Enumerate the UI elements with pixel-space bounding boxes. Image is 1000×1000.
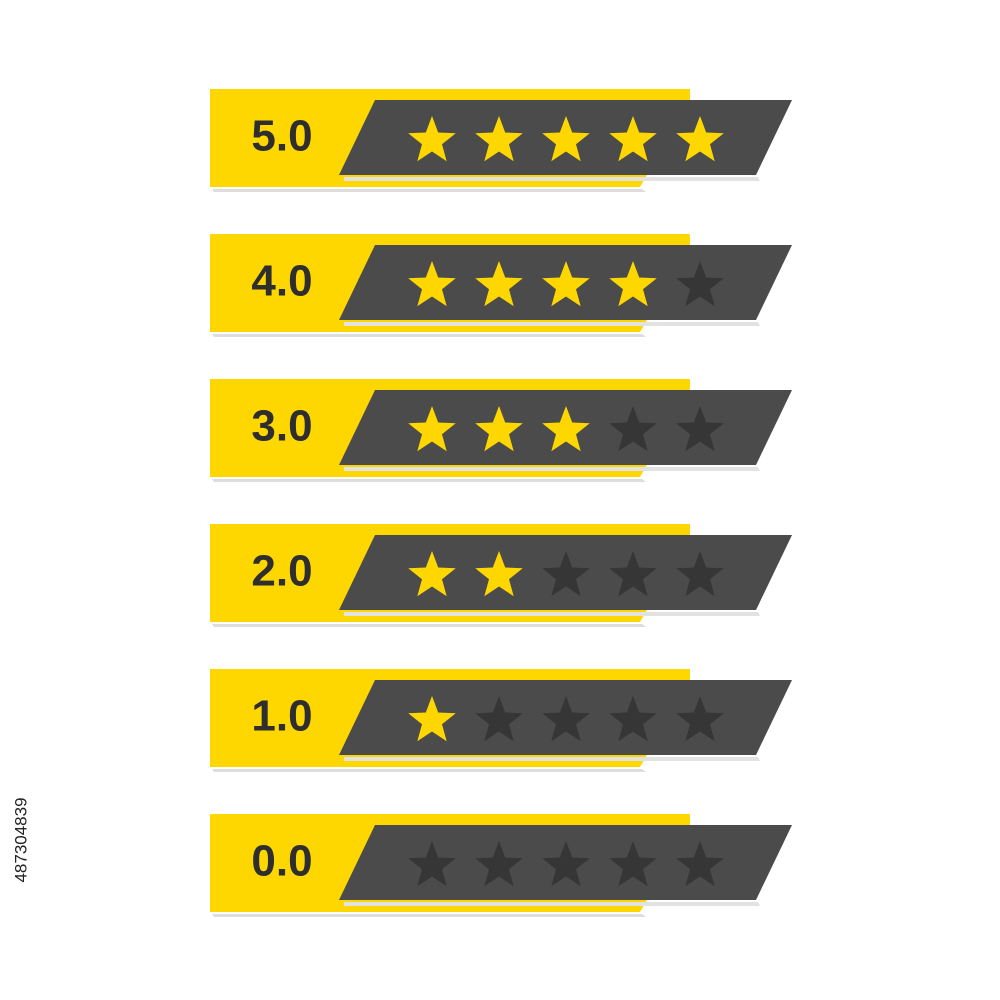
badge-shadow bbox=[212, 189, 646, 192]
badge-shadow bbox=[212, 479, 646, 482]
star bbox=[542, 696, 590, 742]
star bbox=[542, 406, 590, 452]
rating-label: 5.0 bbox=[251, 112, 312, 161]
star bbox=[609, 696, 657, 742]
rating-label: 0.0 bbox=[251, 837, 312, 886]
badge-shadow bbox=[212, 914, 646, 917]
rating-badge: 1.0 bbox=[210, 669, 792, 772]
star bbox=[609, 116, 657, 162]
bar-shadow bbox=[344, 322, 760, 326]
star bbox=[408, 841, 456, 887]
rating-badge: 0.0 bbox=[210, 814, 792, 917]
star bbox=[676, 116, 724, 162]
star bbox=[609, 551, 657, 597]
star bbox=[475, 406, 523, 452]
rating-badge: 4.0 bbox=[210, 234, 792, 337]
star bbox=[609, 841, 657, 887]
rating-badge: 2.0 bbox=[210, 524, 792, 627]
badge-shadow bbox=[212, 624, 646, 627]
star bbox=[609, 406, 657, 452]
bar-shadow bbox=[344, 757, 760, 761]
badge-shadow bbox=[212, 334, 646, 337]
star bbox=[542, 841, 590, 887]
rating-label: 4.0 bbox=[251, 257, 312, 306]
bar-shadow bbox=[344, 177, 760, 181]
star bbox=[676, 696, 724, 742]
rating-label: 3.0 bbox=[251, 402, 312, 451]
star bbox=[609, 261, 657, 307]
star bbox=[475, 116, 523, 162]
bar-shadow bbox=[344, 902, 760, 906]
badge-shadow bbox=[212, 769, 646, 772]
star bbox=[408, 696, 456, 742]
star bbox=[475, 841, 523, 887]
star bbox=[676, 406, 724, 452]
rating-label: 2.0 bbox=[251, 547, 312, 596]
bar-shadow bbox=[344, 612, 760, 616]
rating-label: 1.0 bbox=[251, 692, 312, 741]
star bbox=[542, 116, 590, 162]
star bbox=[408, 261, 456, 307]
star bbox=[408, 116, 456, 162]
star bbox=[676, 841, 724, 887]
rating-badge: 5.0 bbox=[210, 89, 792, 192]
star bbox=[475, 261, 523, 307]
star bbox=[542, 551, 590, 597]
star bbox=[408, 551, 456, 597]
star bbox=[676, 261, 724, 307]
star bbox=[542, 261, 590, 307]
star bbox=[408, 406, 456, 452]
rating-badge: 3.0 bbox=[210, 379, 792, 482]
star bbox=[475, 551, 523, 597]
star bbox=[676, 551, 724, 597]
bar-shadow bbox=[344, 467, 760, 471]
stock-id: 487304839 bbox=[11, 797, 30, 882]
star bbox=[475, 696, 523, 742]
